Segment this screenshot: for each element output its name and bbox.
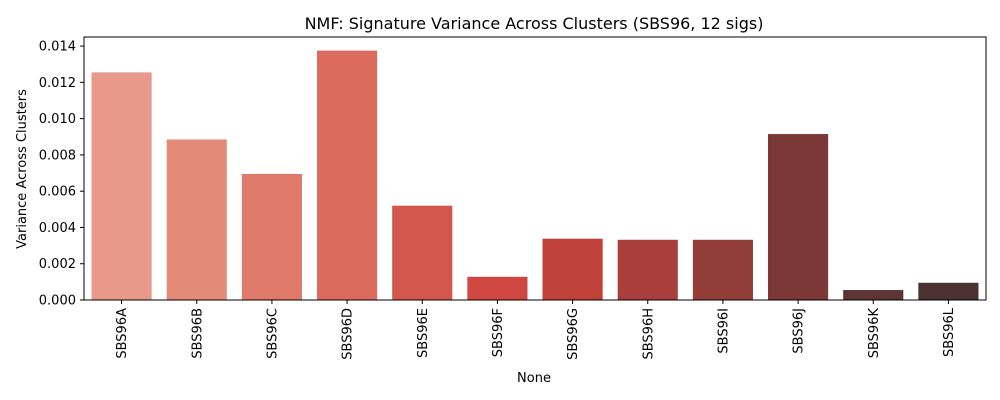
x-tick-label: SBS96D [341,308,356,360]
y-tick-label: 0.002 [39,257,76,272]
x-tick-label: SBS96L [942,307,957,357]
bar-sbs96k [843,290,904,300]
y-tick-label: 0.006 [39,185,76,200]
bar-sbs96j [768,134,829,300]
y-tick-label: 0.014 [39,40,76,55]
x-tick-label: SBS96H [641,308,656,360]
x-tick-label: SBS96E [416,308,431,358]
x-tick-label: SBS96I [716,308,731,354]
bars-group [91,50,979,301]
bar-sbs96l [918,282,979,300]
chart-title: NMF: Signature Variance Across Clusters … [305,14,764,33]
y-tick-label: 0.000 [39,294,76,309]
x-axis-label: None [517,371,551,386]
x-tick-label: SBS96F [491,308,506,357]
x-tick-label: SBS96A [115,308,130,359]
bar-sbs96h [617,239,678,300]
bar-sbs96i [692,239,753,300]
x-tick-label: SBS96B [190,308,205,359]
x-tick-label: SBS96K [867,308,882,359]
y-tick-label: 0.012 [39,76,76,91]
plot-frame [83,36,987,301]
x-ticks-group: SBS96A SBS96B SBS96C SBS96D SBS96E SBS96F SBS9… [115,300,957,360]
bar-sbs96e [392,205,453,300]
y-axis-label: Variance Across Clusters [15,89,30,249]
x-tick-label: SBS96G [566,308,581,360]
bar-sbs96b [166,139,227,300]
bar-sbs96c [241,173,302,300]
y-tick-label: 0.004 [39,221,76,236]
y-tick-label: 0.008 [39,148,76,163]
x-tick-label: SBS96C [265,308,280,359]
bar-sbs96g [542,238,603,300]
x-tick-label: SBS96J [792,308,807,354]
y-tick-label: 0.010 [39,112,76,127]
y-ticks-group: 0.000 0.002 0.004 0.006 0.008 0.010 0.012 0.014 [39,40,84,309]
bar-sbs96f [467,276,528,300]
bar-sbs96d [317,50,378,300]
bar-sbs96a [91,72,152,301]
